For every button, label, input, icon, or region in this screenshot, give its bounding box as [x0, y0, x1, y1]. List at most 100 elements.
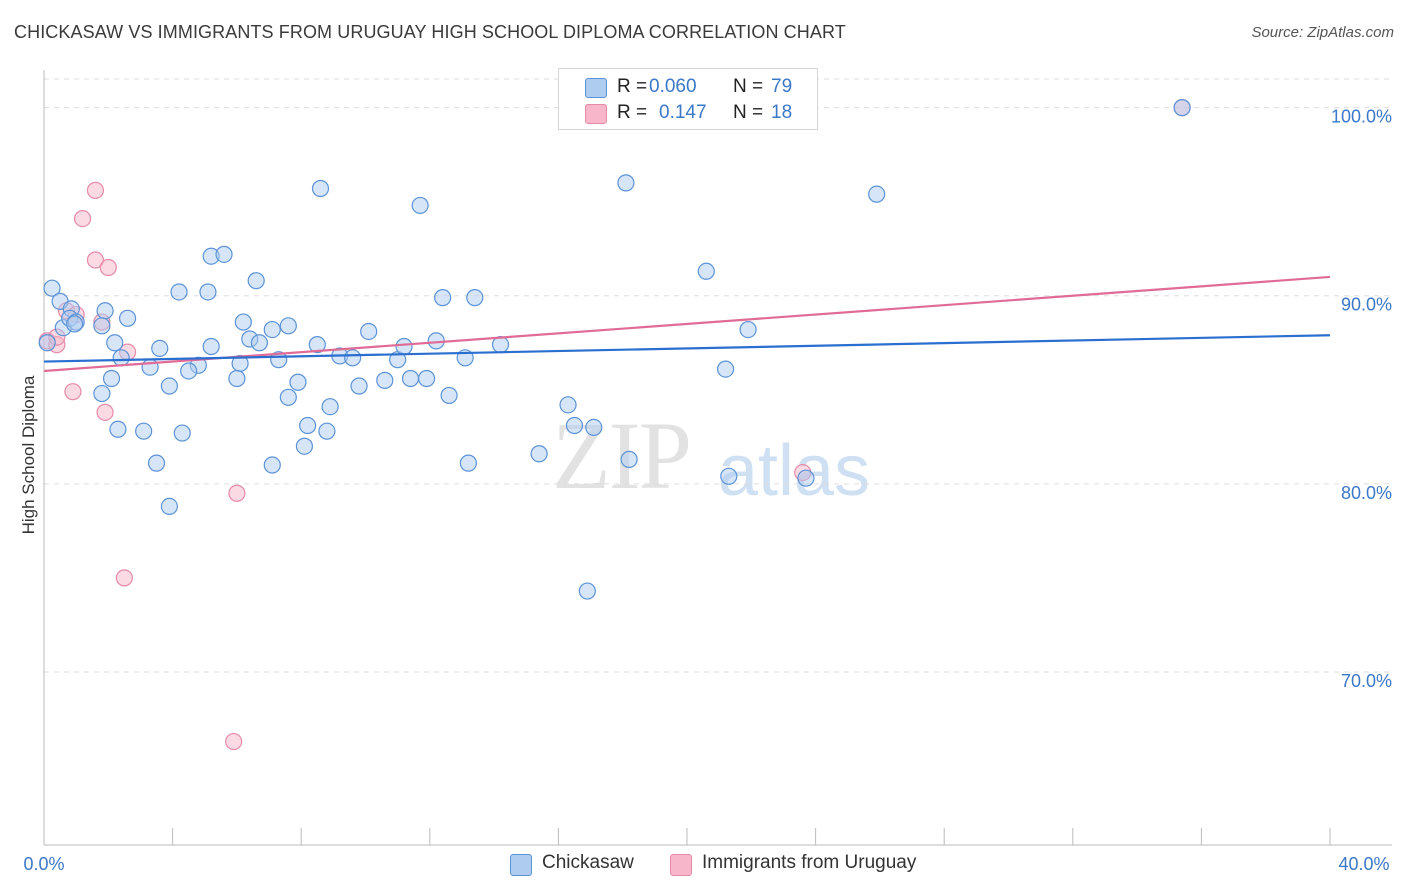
data-point-chickasaw — [109, 420, 127, 438]
x-tick-label-max: 40.0% — [1338, 854, 1389, 874]
data-point-chickasaw — [401, 369, 420, 388]
data-point-chickasaw — [559, 396, 577, 414]
gridlines — [44, 78, 1392, 673]
data-point-chickasaw — [263, 456, 281, 474]
data-point-chickasaw — [112, 349, 130, 367]
data-point-chickasaw — [160, 377, 178, 395]
data-point-chickasaw — [530, 445, 548, 463]
data-point-chickasaw — [38, 334, 56, 352]
data-point-chickasaw — [199, 283, 217, 301]
data-point-chickasaw — [311, 179, 330, 198]
data-point-chickasaw — [344, 349, 362, 367]
data-point-chickasaw — [173, 424, 191, 442]
data-point-chickasaw — [250, 334, 269, 352]
data-point-chickasaw — [96, 302, 114, 320]
data-point-chickasaw — [65, 315, 84, 333]
data-point-chickasaw — [360, 322, 378, 341]
data-point-chickasaw — [1173, 99, 1191, 117]
data-point-chickasaw — [289, 373, 307, 391]
data-point-chickasaw — [720, 467, 738, 485]
stats-legend: R = 0.060 N = 79 R = 0.147 N = 18 — [558, 68, 818, 130]
data-point-chickasaw — [739, 320, 757, 339]
data-point-chickasaw — [578, 582, 596, 600]
data-point-chickasaw — [247, 272, 265, 290]
legend-label-uruguay: Immigrants from Uruguay — [702, 852, 917, 873]
data-point-chickasaw — [434, 289, 452, 307]
data-point-chickasaw — [279, 317, 297, 335]
data-point-chickasaw — [135, 422, 153, 440]
data-point-uruguay — [64, 383, 82, 401]
data-point-chickasaw — [395, 337, 413, 356]
r-label: R = — [617, 76, 648, 97]
data-point-chickasaw — [318, 422, 336, 440]
data-point-chickasaw — [118, 309, 137, 327]
legend-swatch-chickasaw — [510, 854, 532, 876]
data-point-chickasaw — [170, 283, 188, 301]
x-tick-label-min: 0.0% — [23, 854, 64, 874]
data-point-chickasaw — [417, 369, 436, 388]
data-point-chickasaw — [585, 418, 603, 437]
y-tick-label: 80.0% — [1341, 483, 1392, 503]
series-chickasaw-points — [38, 99, 1191, 600]
data-point-chickasaw — [215, 245, 233, 263]
data-point-uruguay — [115, 569, 133, 587]
data-point-chickasaw — [141, 358, 159, 376]
data-point-chickasaw — [350, 377, 368, 395]
data-point-chickasaw — [160, 497, 178, 516]
trend-line-uruguay — [43, 275, 1331, 373]
data-point-chickasaw — [102, 369, 121, 388]
y-axis-title: High School Diploma — [19, 375, 38, 534]
source-label: Source: ZipAtlas.com — [1251, 24, 1394, 41]
n-label: N = — [733, 102, 764, 123]
data-point-chickasaw — [411, 196, 429, 215]
data-point-chickasaw — [321, 398, 339, 416]
data-point-chickasaw — [151, 339, 169, 357]
data-point-chickasaw — [228, 369, 246, 388]
data-point-uruguay — [228, 484, 246, 502]
legend-swatch-chickasaw — [585, 78, 607, 98]
data-point-chickasaw — [308, 336, 326, 354]
trend-line-chickasaw — [43, 334, 1331, 363]
n-label: N = — [733, 76, 764, 97]
data-point-chickasaw — [279, 388, 297, 406]
r-label: R = — [617, 102, 648, 123]
legend-label-chickasaw: Chickasaw — [542, 852, 634, 873]
r-value: 0.060 — [649, 76, 697, 97]
data-point-chickasaw — [697, 262, 715, 280]
data-point-chickasaw — [617, 174, 635, 192]
n-value: 18 — [771, 102, 793, 123]
legend-swatch-uruguay — [585, 104, 607, 124]
data-point-chickasaw — [263, 320, 281, 339]
data-point-chickasaw — [93, 384, 111, 403]
data-point-uruguay — [96, 403, 114, 421]
data-point-uruguay — [225, 732, 243, 751]
data-point-uruguay — [73, 210, 92, 228]
data-point-chickasaw — [440, 386, 458, 405]
data-point-chickasaw — [147, 454, 166, 472]
data-point-uruguay — [86, 251, 105, 269]
data-point-chickasaw — [376, 371, 394, 389]
data-point-chickasaw — [620, 450, 638, 468]
y-tick-labels: 70.0% 80.0% 90.0% 100.0% — [1331, 107, 1392, 691]
y-tick-label: 70.0% — [1341, 671, 1392, 691]
data-point-chickasaw — [180, 362, 198, 380]
data-point-chickasaw — [466, 289, 484, 307]
r-value: 0.147 — [659, 102, 707, 123]
data-point-chickasaw — [797, 469, 815, 487]
data-point-chickasaw — [234, 313, 252, 331]
series-uruguay-points — [38, 99, 1191, 751]
data-point-chickasaw — [565, 416, 584, 435]
watermark-atlas: atlas — [718, 431, 871, 511]
data-point-chickasaw — [868, 185, 886, 203]
data-point-uruguay — [99, 258, 117, 277]
legend-swatch-uruguay — [670, 854, 692, 876]
data-point-chickasaw — [93, 317, 111, 335]
axes — [43, 70, 1392, 846]
n-value: 79 — [771, 76, 793, 97]
data-point-chickasaw — [299, 416, 317, 435]
data-point-chickasaw — [716, 360, 735, 378]
trend-lines — [43, 275, 1331, 373]
data-point-uruguay — [86, 181, 105, 199]
y-tick-label: 90.0% — [1341, 295, 1392, 315]
data-point-chickasaw — [295, 437, 314, 455]
